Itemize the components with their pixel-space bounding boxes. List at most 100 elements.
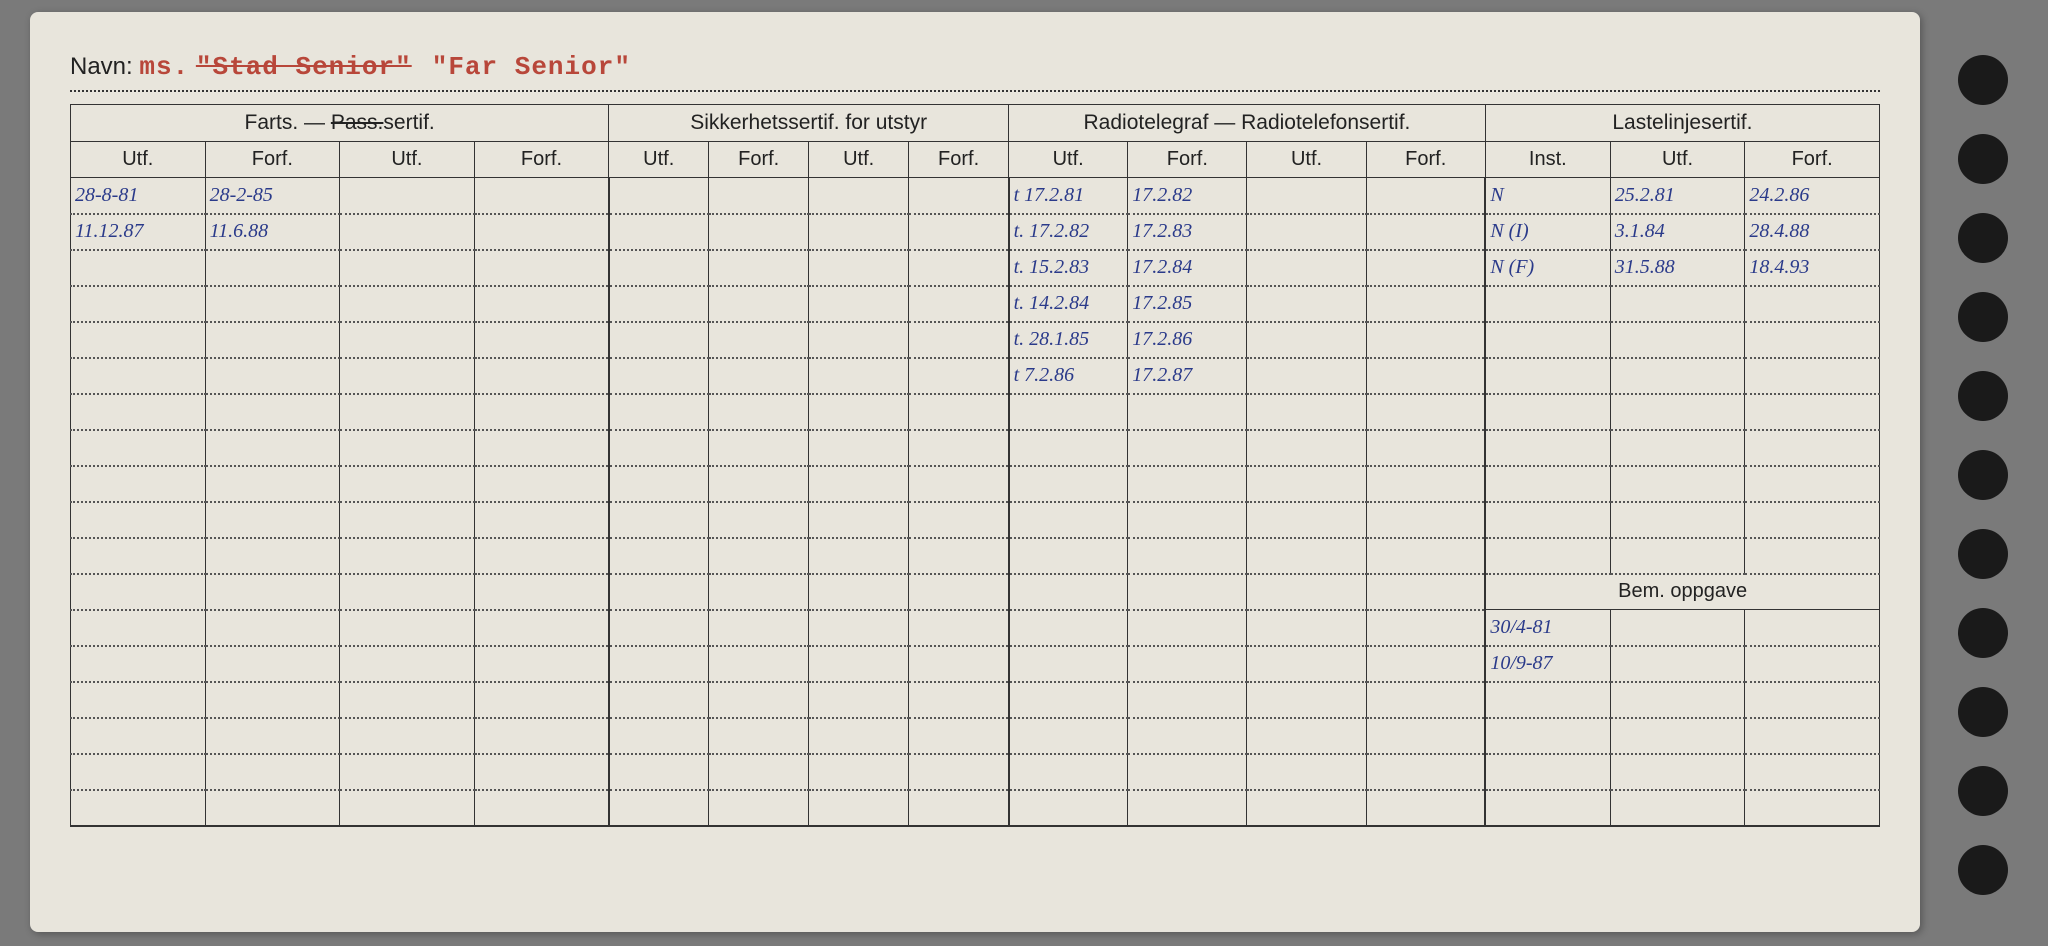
- cell-radio-forf2: [1366, 538, 1485, 574]
- handwritten-value: 11.6.88: [210, 220, 269, 242]
- cell-sikk-forf2: [909, 682, 1009, 718]
- cell-laste-utf: 3.1.84: [1610, 214, 1745, 250]
- cell-laste-forf: 28.4.88: [1745, 214, 1880, 250]
- cell-sikk-forf2: [909, 358, 1009, 394]
- cell-radio-utf: [1009, 574, 1128, 610]
- cell-sikk-forf2: [909, 754, 1009, 790]
- cell-radio-utf: [1009, 502, 1128, 538]
- col-utf: Utf.: [809, 142, 909, 178]
- cell-farts-utf2: [340, 286, 475, 322]
- cell-laste-inst: [1485, 394, 1610, 430]
- cell-farts-forf: [205, 682, 340, 718]
- cell-farts-utf2: [340, 754, 475, 790]
- cell-laste-utf: [1610, 322, 1745, 358]
- col-forf: Forf.: [709, 142, 809, 178]
- col-utf: Utf.: [340, 142, 475, 178]
- cell-farts-forf2: [474, 430, 609, 466]
- cell-bem3: [1745, 790, 1880, 826]
- handwritten-value: 18.4.93: [1749, 256, 1809, 278]
- cell-radio-utf2: [1247, 322, 1366, 358]
- binder-hole: [1958, 292, 2008, 342]
- cell-radio-utf2: [1247, 502, 1366, 538]
- cell-sikk-utf: [609, 574, 709, 610]
- table-row: 30/4-81: [71, 610, 1880, 646]
- cell-farts-utf: [71, 394, 206, 430]
- cell-radio-forf2: [1366, 574, 1485, 610]
- cell-sikk-forf: [709, 358, 809, 394]
- handwritten-value: 28-8-81: [75, 184, 138, 206]
- cell-sikk-utf2: [809, 214, 909, 250]
- cell-bem2: [1610, 646, 1745, 682]
- cell-radio-utf: t. 28.1.85: [1009, 322, 1128, 358]
- cell-farts-forf: [205, 790, 340, 826]
- group-farts: Farts. — Pass.sertif.: [71, 105, 609, 142]
- cell-bem: [1485, 682, 1610, 718]
- cell-radio-utf: t. 17.2.82: [1009, 214, 1128, 250]
- bem-oppgave-header: Bem. oppgave: [1485, 574, 1879, 610]
- cell-farts-forf2: [474, 322, 609, 358]
- cell-laste-forf: [1745, 430, 1880, 466]
- cell-farts-forf2: [474, 286, 609, 322]
- cell-sikk-utf: [609, 610, 709, 646]
- cell-farts-utf2: [340, 502, 475, 538]
- handwritten-value: 17.2.85: [1132, 292, 1192, 314]
- group-sikkerhet: Sikkerhetssertif. for utstyr: [609, 105, 1009, 142]
- cell-sikk-forf: [709, 538, 809, 574]
- cell-farts-forf2: [474, 214, 609, 250]
- cell-sikk-utf: [609, 718, 709, 754]
- table-row: t. 15.2.8317.2.84N (F)31.5.8818.4.93: [71, 250, 1880, 286]
- binder-hole: [1958, 845, 2008, 895]
- cell-sikk-forf2: [909, 250, 1009, 286]
- cell-farts-utf: [71, 646, 206, 682]
- cell-sikk-utf2: [809, 430, 909, 466]
- cell-farts-utf: [71, 358, 206, 394]
- cell-radio-forf: [1128, 646, 1247, 682]
- cell-radio-forf: 17.2.87: [1128, 358, 1247, 394]
- handwritten-value: t. 17.2.82: [1014, 220, 1090, 242]
- table-row: t. 14.2.84 17.2.85: [71, 286, 1880, 322]
- cell-farts-utf2: [340, 466, 475, 502]
- cell-sikk-forf: [709, 574, 809, 610]
- cell-radio-utf2: [1247, 466, 1366, 502]
- cell-farts-forf: [205, 574, 340, 610]
- group-laste: Lastelinjesertif.: [1485, 105, 1879, 142]
- cell-farts-utf: [71, 718, 206, 754]
- handwritten-value: 17.2.84: [1132, 256, 1192, 278]
- cell-sikk-forf2: [909, 322, 1009, 358]
- index-card: Navn: ms. "Stad Senior" "Far Senior" Far…: [30, 12, 1920, 932]
- cell-sikk-utf2: [809, 574, 909, 610]
- cell-sikk-utf: [609, 286, 709, 322]
- table-row: [71, 538, 1880, 574]
- cell-sikk-forf2: [909, 214, 1009, 250]
- table-row: [71, 718, 1880, 754]
- handwritten-value: t. 14.2.84: [1014, 292, 1090, 314]
- binder-holes: [1948, 40, 2018, 910]
- cell-laste-utf: 25.2.81: [1610, 178, 1745, 214]
- cell-farts-utf2: [340, 214, 475, 250]
- handwritten-value: 17.2.86: [1132, 328, 1192, 350]
- cell-farts-forf: [205, 754, 340, 790]
- cell-laste-utf: [1610, 538, 1745, 574]
- cell-bem: [1485, 754, 1610, 790]
- cell-radio-forf2: [1366, 286, 1485, 322]
- cell-farts-forf: [205, 394, 340, 430]
- cell-farts-utf2: [340, 718, 475, 754]
- cell-sikk-forf: [709, 790, 809, 826]
- table-row: 11.12.8711.6.88t. 17.2.8217.2.83N (I)3.1…: [71, 214, 1880, 250]
- cell-radio-forf: [1128, 718, 1247, 754]
- cell-sikk-utf2: [809, 718, 909, 754]
- handwritten-value: 28-2-85: [210, 184, 273, 206]
- cell-sikk-forf2: [909, 790, 1009, 826]
- cell-farts-forf: [205, 466, 340, 502]
- cell-bem3: [1745, 682, 1880, 718]
- cell-sikk-utf2: [809, 502, 909, 538]
- handwritten-value: 17.2.82: [1132, 184, 1192, 206]
- binder-hole: [1958, 371, 2008, 421]
- cell-sikk-forf: [709, 610, 809, 646]
- binder-hole: [1958, 134, 2008, 184]
- cell-farts-forf: [205, 718, 340, 754]
- cell-laste-inst: [1485, 430, 1610, 466]
- ship-name-current: "Far Senior": [432, 52, 631, 82]
- cell-radio-forf2: [1366, 502, 1485, 538]
- cell-radio-forf2: [1366, 646, 1485, 682]
